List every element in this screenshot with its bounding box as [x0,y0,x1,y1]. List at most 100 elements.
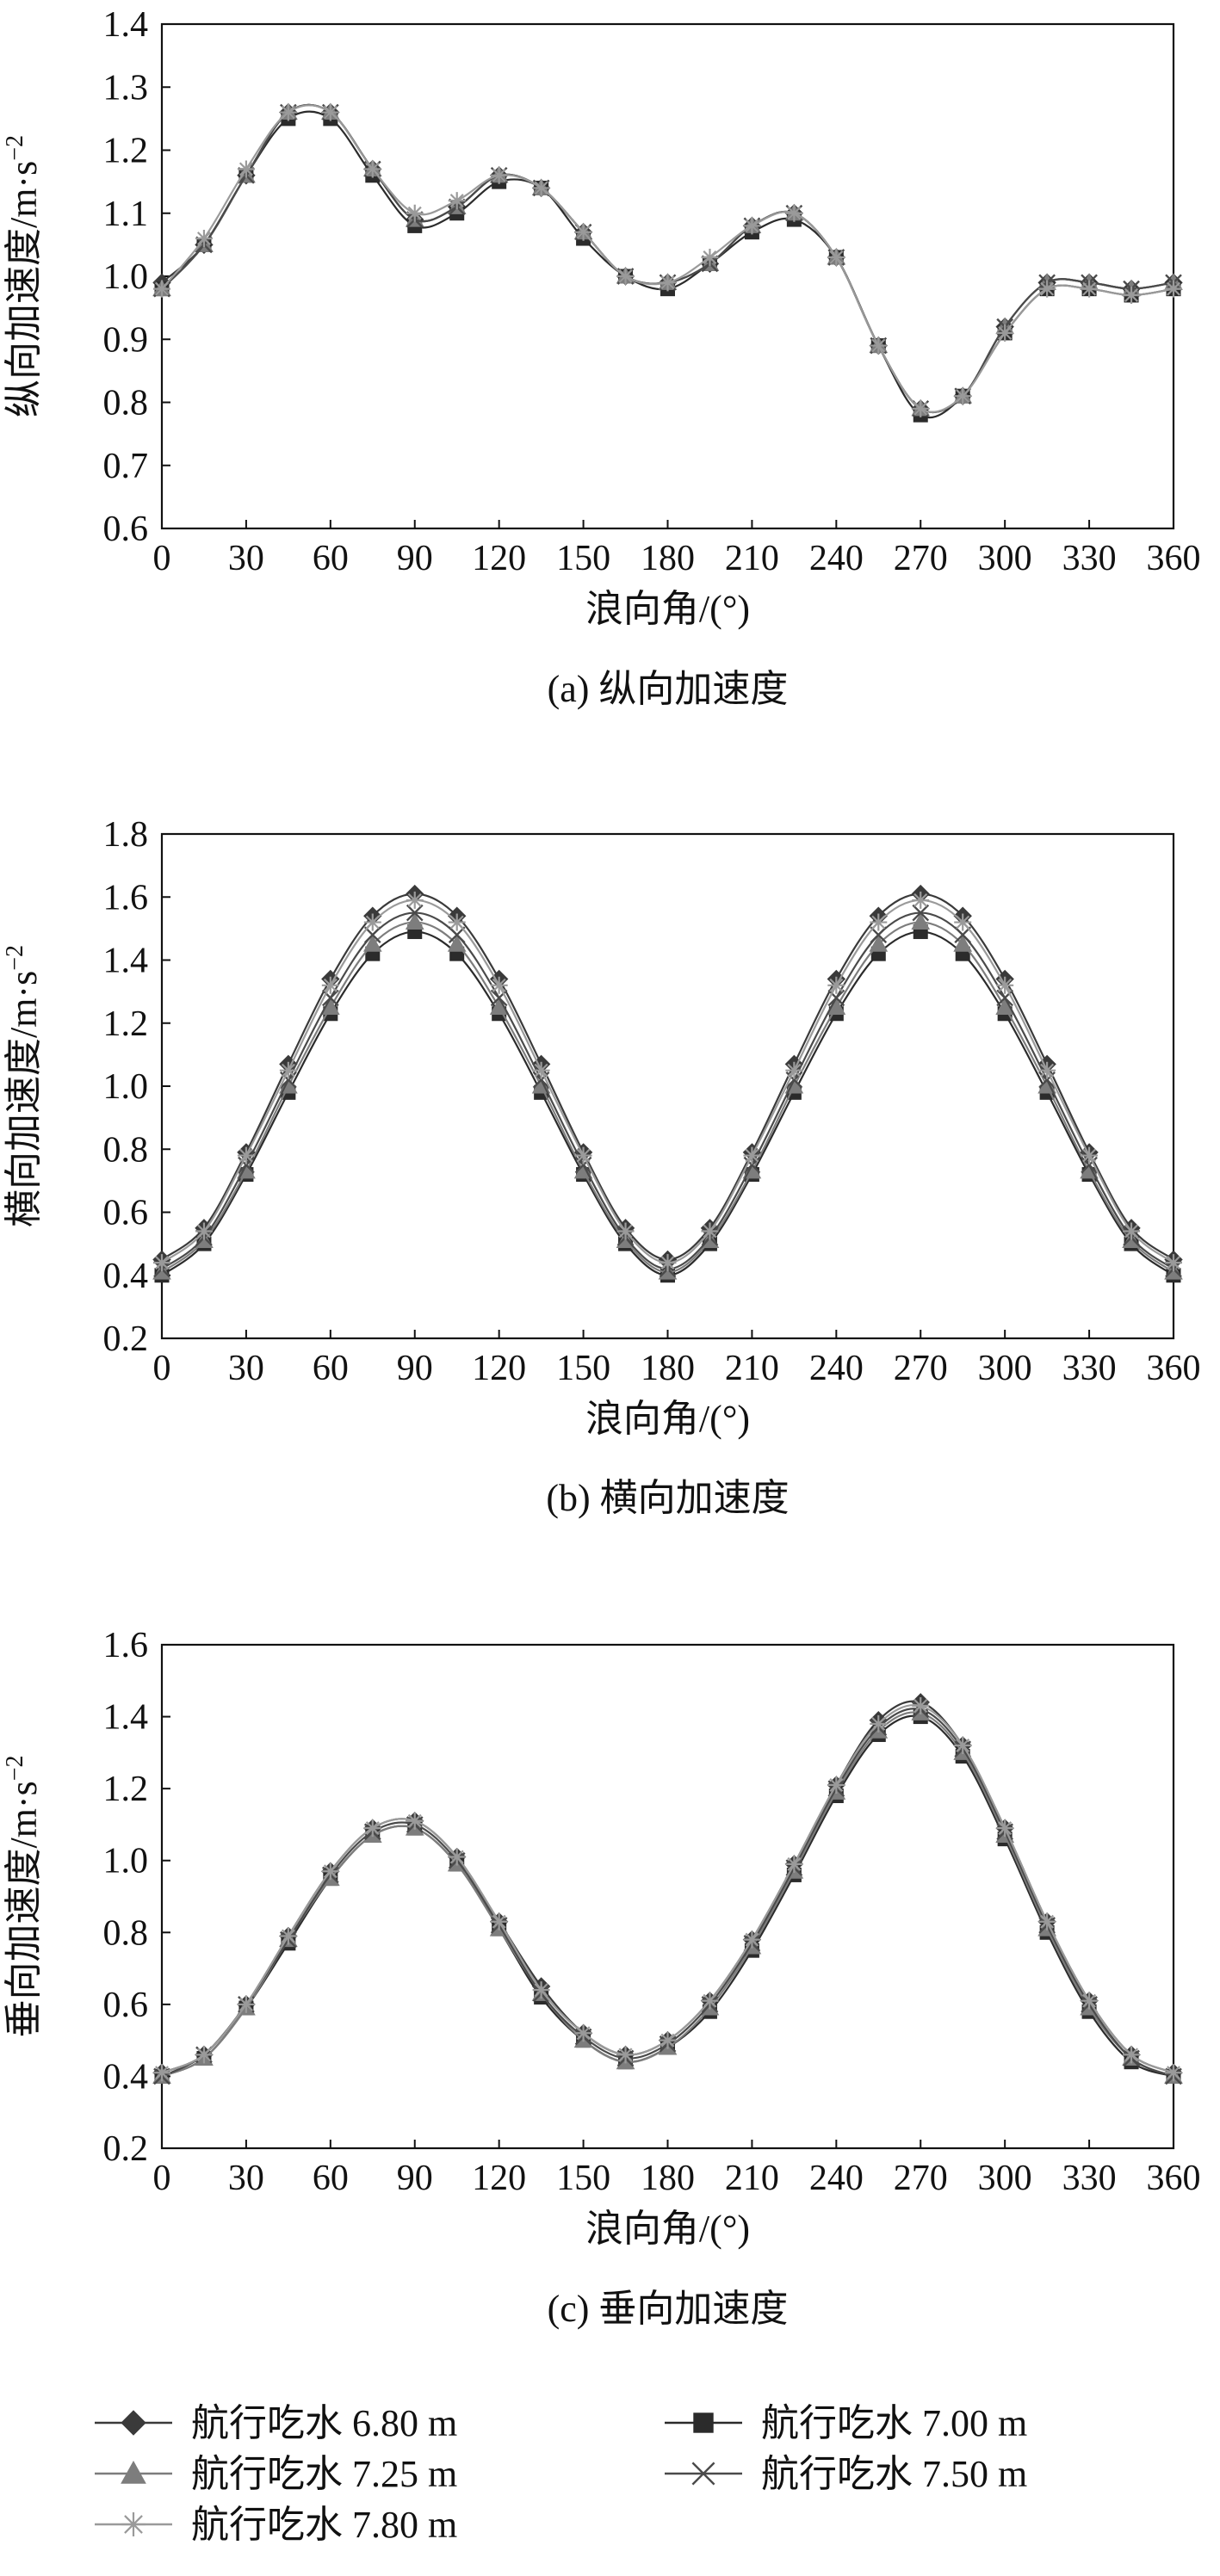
data-point [406,891,424,909]
y-tick-label: 1.4 [103,942,149,981]
x-tick-label: 120 [472,539,526,578]
data-point [490,976,508,994]
data-point [996,324,1014,342]
y-tick-label: 0.8 [103,1130,149,1170]
legend-marker [121,2460,146,2484]
x-tick-label: 60 [313,1349,349,1388]
data-point [827,249,845,267]
y-tick-label: 1.4 [103,1698,149,1738]
data-point [701,249,719,267]
series-2 [154,1709,1181,2084]
panel-caption: (a) 纵向加速度 [548,668,789,710]
legend-item-2: 航行吃水 7.00 m [665,2402,1027,2444]
data-point [954,913,972,931]
data-point [363,926,381,944]
y-tick-label: 0.8 [103,1913,149,1953]
data-point [448,1848,466,1866]
data-point [1165,2064,1182,2082]
x-tick-label: 300 [978,539,1032,578]
x-tick-label: 300 [978,2159,1032,2198]
data-point [279,1927,297,1945]
series-line [161,103,1174,413]
y-tick-label: 0.6 [103,1986,149,2025]
x-tick-label: 270 [894,1349,948,1388]
x-tick-label: 60 [313,2159,349,2198]
data-point [659,2031,677,2049]
data-point [321,976,339,994]
x-tick-label: 270 [894,539,948,578]
data-point [743,217,761,235]
x-tick-label: 60 [313,539,349,578]
data-point [362,935,382,952]
y-tick-label: 1.3 [103,68,149,108]
series-line [161,893,1174,1261]
series-1 [152,102,1183,418]
data-point [1038,1061,1056,1079]
data-point [406,1812,424,1830]
data-point [616,268,635,285]
y-tick-label: 0.2 [103,2129,149,2169]
y-tick-label: 0.6 [103,510,149,549]
x-tick-label: 30 [228,2159,264,2198]
data-point [321,103,339,121]
y-tick-label: 0.7 [103,447,149,486]
chart-panel-2: 0 30 60 90 120 150 180 210 240 270 300 330 360 0.2 0.4… [2,815,1201,1519]
data-point [1123,2046,1141,2064]
legend-label: 航行吃水 7.00 m [761,2402,1027,2444]
series-5 [153,891,1182,1272]
y-axis-label-superscript: −2 [2,135,28,161]
data-point [406,904,424,922]
data-point [869,935,889,952]
x-tick-label: 0 [153,539,171,578]
data-point [996,1819,1014,1838]
data-point [785,204,803,222]
y-tick-label: 1.2 [103,132,149,171]
data-point [574,1146,592,1164]
x-tick-label: 300 [978,1349,1032,1388]
panel-caption: (c) 垂向加速度 [548,2288,789,2330]
data-point [363,1819,381,1838]
data-point [363,913,381,931]
data-point [912,904,930,922]
data-point [363,160,381,178]
series-line [161,103,1174,413]
x-tick-label: 0 [153,1349,171,1388]
x-tick-label: 30 [228,539,264,578]
data-point [870,913,888,931]
y-tick-label: 0.4 [103,2057,149,2097]
legend-label: 航行吃水 7.25 m [191,2453,457,2495]
data-point [532,1061,550,1079]
x-tick-label: 150 [556,1349,610,1388]
y-tick-label: 1.1 [103,195,149,234]
legend-item-3: 航行吃水 7.25 m [95,2453,457,2495]
data-point [1081,1992,1099,2010]
x-tick-label: 360 [1147,539,1201,578]
legend-item-5: 航行吃水 7.80 m [95,2504,457,2546]
data-point [321,989,339,1007]
data-point [321,1863,339,1881]
x-tick-label: 330 [1062,1349,1117,1388]
data-point [954,926,972,944]
series-2 [154,110,1181,423]
series-line [161,1708,1174,2078]
legend-label: 航行吃水 7.80 m [191,2504,457,2546]
x-tick-label: 90 [397,2159,433,2198]
y-axis-label-superscript: −2 [2,945,28,971]
data-point [448,913,466,931]
data-point [1165,280,1182,298]
data-point [701,1992,719,2010]
x-tick-label: 360 [1147,2159,1201,2198]
x-axis-label: 浪向角/(°) [585,588,750,630]
data-point [996,989,1014,1007]
series-5 [153,1697,1182,2082]
data-point [532,179,550,197]
data-point [574,223,592,241]
x-tick-label: 30 [228,1349,264,1388]
data-point [448,192,466,210]
data-point [743,1146,761,1164]
data-point [743,1930,761,1949]
data-point [153,2064,170,2082]
series-line [161,911,1174,1270]
y-tick-label: 1.2 [103,1004,149,1044]
chart-panel-3: 0 30 60 90 120 150 180 210 240 270 300 330 360 0.2 0.4… [2,1626,1201,2330]
